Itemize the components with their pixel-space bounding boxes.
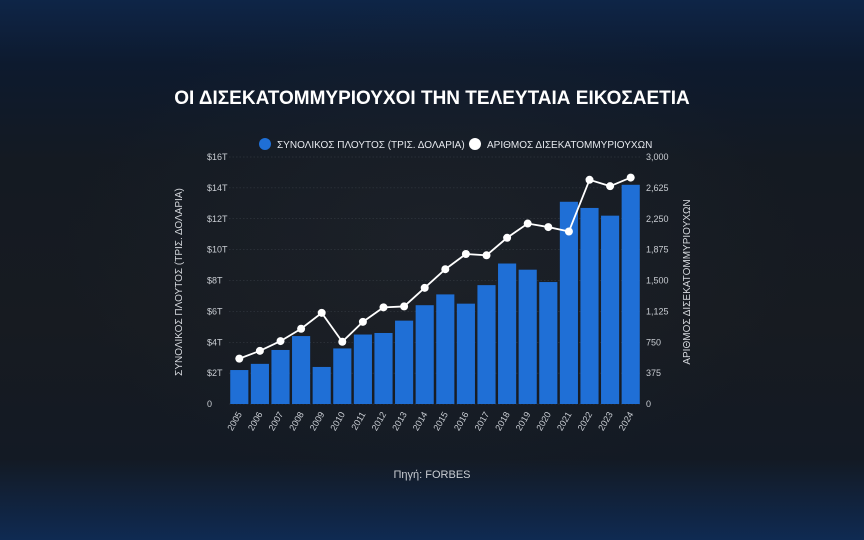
legend-label-wealth: ΣΥΝΟΛΙΚΟΣ ΠΛΟΥΤΟΣ (ΤΡΙΣ. ΔΟΛΑΡΙΑ) (277, 140, 465, 151)
wealth-bar (395, 320, 414, 404)
left-tick-label: $16T (207, 152, 228, 162)
wealth-bar (539, 282, 558, 404)
x-tick-label: 2010 (328, 410, 347, 432)
wealth-bar (271, 349, 290, 404)
left-tick-label: $6T (207, 306, 223, 316)
billionaires-point (564, 227, 573, 236)
right-axis-ticks: 0 375 750 1,125 1,500 1,875 2,250 2,625 3,000 (646, 152, 669, 409)
x-axis-ticks: 2005 2006 2007 2008 2009 2010 2011 2012 2013 2014… (225, 410, 635, 432)
left-axis-ticks: 0 $2T $4T $6T $8T $10T $12T $14T $16T (207, 152, 228, 409)
billionaires-point (606, 182, 615, 191)
wealth-bar (477, 285, 496, 404)
billionaires-point (503, 233, 512, 242)
x-tick-label: 2017 (473, 410, 492, 432)
billionaires-point (420, 283, 429, 292)
wealth-bar (374, 332, 393, 404)
x-tick-label: 2020 (534, 410, 553, 432)
wealth-bar (415, 305, 434, 404)
chart-title: ΟΙ ΔΙΣΕΚΑΤΟΜΜΥΡΙΟΥΧΟΙ ΤΗΝ ΤΕΛΕΥΤΑΙΑ ΕΙΚΟ… (174, 88, 690, 109)
wealth-bar (436, 294, 455, 404)
wealth-bar (601, 215, 620, 404)
x-tick-label: 2019 (514, 410, 533, 432)
left-tick-label: $2T (207, 368, 223, 378)
right-tick-label: 2,625 (646, 183, 669, 193)
x-tick-label: 2024 (617, 410, 636, 432)
billionaires-point (523, 219, 532, 228)
billionaires-point (379, 303, 388, 312)
x-tick-label: 2022 (576, 410, 595, 432)
x-tick-label: 2016 (452, 410, 471, 432)
billionaires-line (235, 173, 635, 363)
left-tick-label: 0 (207, 399, 212, 409)
left-tick-label: $8T (207, 276, 223, 286)
gridlines (229, 156, 641, 405)
billionaires-point (400, 302, 409, 311)
source-note: Πηγή: FORBES (393, 469, 470, 481)
legend-label-billionaires: ΑΡΙΘΜΟΣ ΔΙΣΕΚΑΤΟΜΜΥΡΙΟΥΧΩΝ (487, 140, 652, 151)
left-tick-label: $14T (207, 183, 228, 193)
billionaires-point (585, 175, 594, 184)
wealth-bar (621, 184, 640, 404)
x-tick-label: 2014 (411, 410, 430, 432)
x-tick-label: 2005 (225, 410, 244, 432)
wealth-bar (230, 370, 249, 404)
wealth-bar (580, 207, 599, 404)
x-tick-label: 2015 (431, 410, 450, 432)
x-tick-label: 2023 (596, 410, 615, 432)
wealth-bar (292, 336, 311, 404)
billionaires-point (317, 308, 326, 317)
wealth-bar (456, 303, 475, 404)
right-tick-label: 375 (646, 368, 661, 378)
left-tick-label: $10T (207, 245, 228, 255)
x-tick-label: 2011 (349, 410, 367, 432)
billionaires-point (441, 265, 450, 274)
right-tick-label: 2,250 (646, 214, 669, 224)
wealth-bar (518, 269, 537, 404)
wealth-bar (353, 334, 372, 404)
x-tick-label: 2008 (287, 410, 306, 432)
x-tick-label: 2012 (370, 410, 389, 432)
right-tick-label: 1,500 (646, 276, 669, 286)
billionaires-point (338, 337, 347, 346)
left-tick-label: $12T (207, 214, 228, 224)
right-tick-label: 1,125 (646, 306, 669, 316)
x-tick-label: 2018 (493, 410, 512, 432)
billionaires-point (276, 337, 285, 346)
billionaires-point (235, 354, 244, 363)
right-tick-label: 0 (646, 399, 651, 409)
wealth-bars (230, 184, 640, 404)
legend-marker-wealth (259, 138, 271, 150)
legend-marker-billionaires (469, 138, 481, 150)
x-tick-label: 2006 (246, 410, 265, 432)
wealth-bar (333, 348, 352, 404)
x-tick-label: 2009 (308, 410, 327, 432)
x-tick-label: 2007 (267, 410, 286, 432)
wealth-bar (250, 363, 269, 404)
billionaires-point (358, 317, 367, 326)
chart-legend: ΣΥΝΟΛΙΚΟΣ ΠΛΟΥΤΟΣ (ΤΡΙΣ. ΔΟΛΑΡΙΑ) ΑΡΙΘΜΟ… (259, 138, 652, 151)
wealth-bar (312, 366, 331, 404)
billionaires-point (461, 249, 470, 258)
left-axis-label: ΣΥΝΟΛΙΚΟΣ ΠΛΟΥΤΟΣ (ΤΡΙΣ. ΔΟΛΑΡΙΑ) (174, 188, 185, 376)
x-tick-label: 2021 (555, 410, 574, 432)
right-tick-label: 1,875 (646, 245, 669, 255)
billionaires-point (255, 346, 264, 355)
right-tick-label: 3,000 (646, 152, 669, 162)
wealth-bar (559, 201, 578, 404)
billionaires-point (297, 324, 306, 333)
billionaires-point (626, 173, 635, 182)
right-tick-label: 750 (646, 337, 661, 347)
x-tick-label: 2013 (390, 410, 409, 432)
right-axis-label: ΑΡΙΘΜΟΣ ΔΙΣΕΚΑΤΟΜΜΥΡΙΟΥΧΩΝ (682, 199, 693, 364)
billionaires-point (482, 251, 491, 260)
wealth-bar (498, 263, 517, 404)
billionaires-point (544, 223, 553, 232)
left-tick-label: $4T (207, 337, 223, 347)
